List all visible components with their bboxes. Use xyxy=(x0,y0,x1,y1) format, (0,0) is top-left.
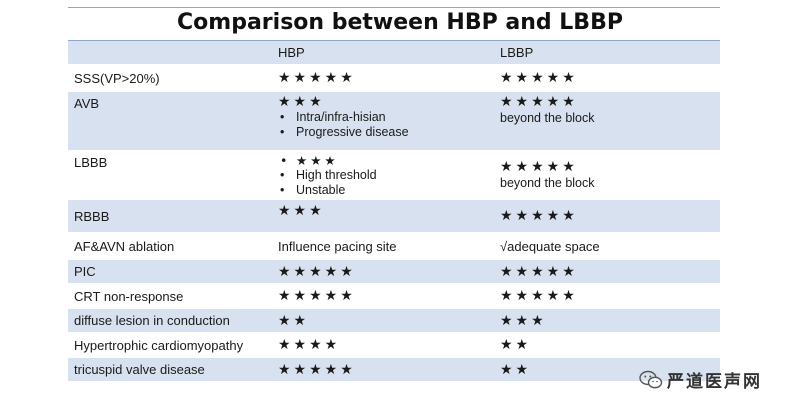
lbbp-cell: ★★ xyxy=(494,332,720,358)
bullet-item: Progressive disease xyxy=(278,125,494,140)
bullet-item: Intra/infra-hisian xyxy=(278,110,494,125)
hbp-cell: ★★★ xyxy=(272,199,494,233)
rating-stars: ★★★★ xyxy=(278,337,341,353)
cell-note: beyond the block xyxy=(500,111,595,125)
lbbp-cell: ★★ xyxy=(494,357,720,382)
lbbp-cell: ★★★★★ xyxy=(494,259,720,284)
row-label: AF&AVN ablation xyxy=(68,232,272,260)
table-row: PIC ★★★★★ ★★★★★ xyxy=(68,259,720,284)
hbp-cell: ★★★ High threshold Unstable xyxy=(272,150,494,200)
bullet-item: Unstable xyxy=(278,183,494,198)
row-label: AVB xyxy=(68,91,272,151)
comparison-table: HBP LBBP SSS(VP>20%) ★★★★★ ★★★★★ AVB ★★★… xyxy=(68,41,720,382)
row-label: Hypertrophic cardiomyopathy xyxy=(68,332,272,358)
table-row: CRT non-response ★★★★★ ★★★★★ xyxy=(68,283,720,309)
title-rule xyxy=(68,40,720,41)
table-row: Hypertrophic cardiomyopathy ★★★★ ★★ xyxy=(68,332,720,358)
wechat-icon xyxy=(639,370,663,388)
bullet-item: ★★★ xyxy=(278,153,494,168)
rating-stars: ★★★ xyxy=(278,94,325,110)
table-row: AVB ★★★ Intra/infra-hisian Progressive d… xyxy=(68,91,720,151)
lbbp-cell: ★★★★★ xyxy=(494,199,720,233)
header-cell: LBBP xyxy=(494,41,720,65)
rating-stars: ★★ xyxy=(500,337,532,353)
row-label: LBBB xyxy=(68,150,272,200)
hbp-cell: ★★★★★ xyxy=(272,64,494,92)
page-title: Comparison between HBP and LBBP xyxy=(177,10,623,35)
rating-stars: ★★★★★ xyxy=(500,70,578,86)
hbp-cell: ★★★★★ xyxy=(272,259,494,284)
lbbp-cell: ★★★★★ beyond the block xyxy=(494,91,720,151)
table-row: LBBB ★★★ High threshold Unstable ★★★★★ b… xyxy=(68,150,720,200)
row-label: SSS(VP>20%) xyxy=(68,64,272,92)
lbbp-cell: √adequate space xyxy=(494,232,720,260)
table-row: diffuse lesion in conduction ★★ ★★★ xyxy=(68,308,720,333)
bullet-item: High threshold xyxy=(278,168,494,183)
table-row: RBBB ★★★ ★★★★★ xyxy=(68,199,720,233)
rating-stars: ★★★★★ xyxy=(278,70,356,86)
row-label: diffuse lesion in conduction xyxy=(68,308,272,333)
header-cell xyxy=(68,41,272,65)
rating-stars: ★★★★★ xyxy=(500,94,578,110)
lbbp-cell: ★★★★★ xyxy=(494,64,720,92)
row-label: CRT non-response xyxy=(68,283,272,309)
row-label: tricuspid valve disease xyxy=(68,357,272,382)
lbbp-cell: ★★★★★ beyond the block xyxy=(494,150,720,200)
rating-stars: ★★ xyxy=(278,312,310,329)
bullet-list: ★★★ High threshold Unstable xyxy=(278,153,494,198)
rating-stars: ★★★★★ xyxy=(278,288,356,304)
hbp-cell: ★★★★★ xyxy=(272,357,494,382)
cell-note: beyond the block xyxy=(500,176,595,190)
table-row: SSS(VP>20%) ★★★★★ ★★★★★ xyxy=(68,64,720,92)
rating-stars: ★★★★★ xyxy=(278,263,356,280)
watermark: 严道医声网 xyxy=(639,367,762,392)
rating-stars: ★★★★★ xyxy=(500,208,578,224)
rating-stars: ★★★★★ xyxy=(500,288,578,304)
hbp-cell: Influence pacing site xyxy=(272,232,494,260)
rating-stars: ★★★★★ xyxy=(500,159,578,175)
lbbp-cell: ★★★★★ xyxy=(494,283,720,309)
bullet-list: Intra/infra-hisian Progressive disease xyxy=(278,110,494,140)
hbp-cell: ★★★★ xyxy=(272,332,494,358)
rating-stars: ★★★★★ xyxy=(500,263,578,280)
row-label: PIC xyxy=(68,259,272,284)
row-label: RBBB xyxy=(68,199,272,233)
rating-stars: ★★★★★ xyxy=(278,361,356,378)
rating-stars: ★★★ xyxy=(278,203,325,219)
header-cell: HBP xyxy=(272,41,494,65)
hbp-cell: ★★ xyxy=(272,308,494,333)
rating-stars: ★★ xyxy=(500,361,532,378)
table-row: tricuspid valve disease ★★★★★ ★★ xyxy=(68,357,720,382)
table-row: AF&AVN ablation Influence pacing site √a… xyxy=(68,232,720,260)
watermark-text: 严道医声网 xyxy=(667,372,762,392)
hbp-cell: ★★★ Intra/infra-hisian Progressive disea… xyxy=(272,91,494,151)
rating-stars: ★★★ xyxy=(500,312,547,329)
header-row: HBP LBBP xyxy=(68,41,720,65)
hbp-cell: ★★★★★ xyxy=(272,283,494,309)
top-rule xyxy=(68,7,720,8)
lbbp-cell: ★★★ xyxy=(494,308,720,333)
